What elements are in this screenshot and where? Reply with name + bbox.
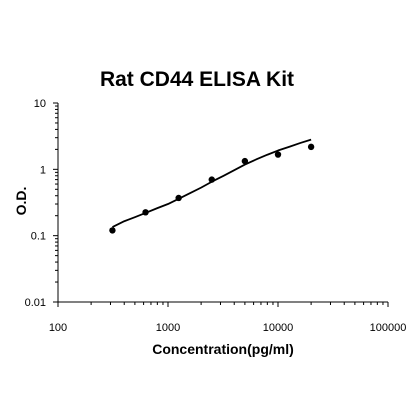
- data-point: [109, 227, 116, 234]
- chart-axes: [57, 103, 388, 303]
- x-tick-label: 100000: [370, 322, 407, 334]
- x-tick-label: 1000: [156, 322, 180, 334]
- x-tick-label: 10000: [263, 322, 294, 334]
- y-tick-label: 0.01: [25, 297, 46, 309]
- chart-title: Rat CD44 ELISA Kit: [99, 68, 295, 91]
- y-tick-label: 1: [40, 164, 46, 176]
- data-points-group: [109, 143, 315, 234]
- x-tick-label: 100: [49, 322, 67, 334]
- data-point: [307, 143, 315, 151]
- data-point: [241, 157, 249, 165]
- y-tick-label: 10: [34, 98, 46, 110]
- chart-ticks: 100 1000 10000 100000 0.01 0.1 1 10: [25, 98, 407, 334]
- data-point: [208, 176, 215, 183]
- fit-curve-group: [112, 138, 312, 228]
- y-axis-label: O.D.: [13, 186, 29, 216]
- x-axis-label: Concentration(pg/ml): [152, 341, 294, 357]
- data-point: [274, 151, 282, 158]
- y-tick-label: 0.1: [31, 231, 46, 243]
- data-point: [142, 209, 149, 216]
- data-point: [175, 194, 182, 202]
- fit-curve-line: [112, 138, 312, 228]
